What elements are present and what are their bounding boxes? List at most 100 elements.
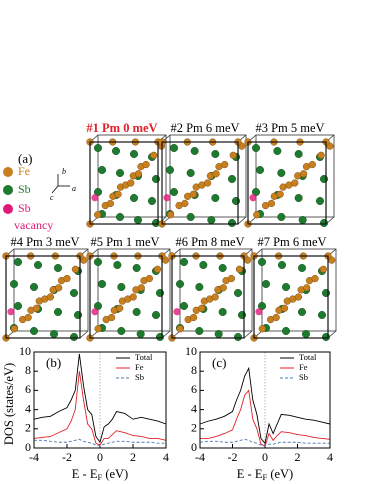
x-label-main: E - E [72, 467, 98, 481]
vacancy-atom [91, 308, 99, 316]
sb-atom [273, 146, 282, 155]
sb-atom [294, 149, 303, 158]
fe-atom [145, 274, 154, 283]
x-tick-label: 0 [262, 450, 268, 464]
sb-atom [190, 146, 199, 155]
structure [86, 134, 167, 228]
fe-atom [258, 325, 266, 333]
cell-edge [243, 330, 253, 339]
fe-atom [94, 325, 102, 333]
sb-atom [111, 146, 120, 155]
fe-atom [198, 304, 206, 312]
fe-atom [116, 304, 124, 312]
y-tick-label: 2 [25, 421, 31, 435]
sb-atom [129, 193, 138, 202]
legend-label: Fe [135, 362, 144, 372]
sb-atom [316, 196, 325, 205]
sb-atom [133, 215, 142, 224]
fe-atom [107, 313, 116, 322]
y-tick-label: 10 [19, 344, 31, 358]
cell-back [97, 248, 171, 332]
vacancy-atom [255, 308, 263, 316]
sb-atom [115, 168, 124, 177]
fe-atom [166, 211, 175, 219]
sb-atom [34, 261, 43, 270]
axis-b: b [62, 167, 66, 176]
sb-atom [93, 258, 102, 267]
structure [86, 248, 171, 342]
cell-front [247, 141, 327, 225]
sb-atom [50, 330, 59, 339]
cell-front [5, 255, 81, 339]
sb-atom [322, 333, 331, 342]
x-label-unit: (eV) [102, 467, 128, 481]
sb-atom [117, 327, 126, 336]
sb-atom [117, 283, 126, 292]
fe-atom [71, 265, 79, 273]
sb-atom [233, 333, 242, 342]
y-tick-label: 2 [191, 421, 197, 435]
axes-indicator [51, 174, 70, 194]
fe-atom [32, 304, 41, 312]
y-tick-label: 8 [191, 363, 197, 377]
fe-atom [294, 293, 303, 301]
sb-atom [69, 289, 78, 298]
dos-line [200, 389, 331, 447]
sb-atom [30, 283, 39, 292]
structure-label: #5 Pm 1 meV [90, 235, 159, 249]
y-tick-label: 0 [25, 440, 31, 454]
cell-back [179, 248, 253, 332]
sb-atom [132, 308, 141, 317]
sb-atom [9, 280, 18, 289]
vacancy-atom [173, 308, 181, 316]
sb-atom [155, 333, 164, 342]
fe-atom [127, 179, 135, 187]
fe-atom [280, 304, 289, 312]
panel-label: (a) [18, 151, 32, 166]
cell-back [97, 134, 167, 218]
sb-atom [282, 327, 291, 336]
vacancy-atom [163, 194, 171, 202]
fe-atom [189, 190, 197, 198]
cell-back [169, 134, 247, 218]
sb-atom [132, 264, 141, 273]
cell-front [253, 255, 329, 339]
sb-atom [115, 212, 124, 221]
fe-atom [221, 160, 229, 169]
sb-atom [211, 193, 220, 202]
sb-atom [318, 311, 327, 320]
sb-atom [179, 258, 188, 267]
plot-frame [33, 351, 167, 449]
fe-atom [114, 190, 122, 198]
cell-front [89, 255, 163, 339]
x-tick-label: 2 [295, 450, 301, 464]
sb-atom [214, 330, 223, 339]
fe-atom [142, 160, 150, 169]
legend-label: Total [299, 352, 317, 362]
fe-atom [10, 325, 18, 333]
cell-front [89, 141, 159, 225]
sb-atom [30, 327, 39, 336]
y-tick-label: 0 [191, 440, 197, 454]
dos-line [34, 438, 166, 447]
dos-line [199, 438, 330, 447]
legend-atom [3, 167, 13, 177]
cell-back [261, 248, 337, 332]
cell-edge [79, 330, 89, 339]
legend-atom [3, 185, 13, 195]
sb-atom [320, 218, 329, 227]
legend-label: Sb [135, 372, 144, 382]
x-tick-label: 0 [97, 450, 103, 464]
sb-atom [136, 330, 145, 339]
y-tick-label: 4 [25, 401, 31, 415]
fe-atom [204, 179, 212, 187]
y-tick-label: 8 [25, 363, 31, 377]
sb-atom [186, 212, 195, 221]
fe-atom [190, 313, 198, 322]
y-tick-label: 6 [191, 382, 197, 396]
x-tick-label: 4 [163, 450, 169, 464]
x-label-unit: (eV) [267, 467, 293, 481]
sb-atom [169, 143, 178, 152]
y-tick-label: 10 [185, 344, 197, 358]
sb-atom [13, 258, 22, 267]
